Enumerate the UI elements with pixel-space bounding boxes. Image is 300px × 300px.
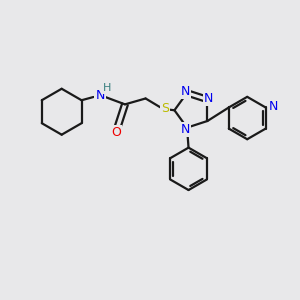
Text: O: O [111,126,121,139]
Text: N: N [95,89,105,102]
Text: N: N [204,92,214,104]
Text: N: N [268,100,278,113]
Text: S: S [161,102,169,115]
Text: N: N [181,85,190,98]
Text: N: N [181,123,190,136]
Text: H: H [103,83,112,93]
